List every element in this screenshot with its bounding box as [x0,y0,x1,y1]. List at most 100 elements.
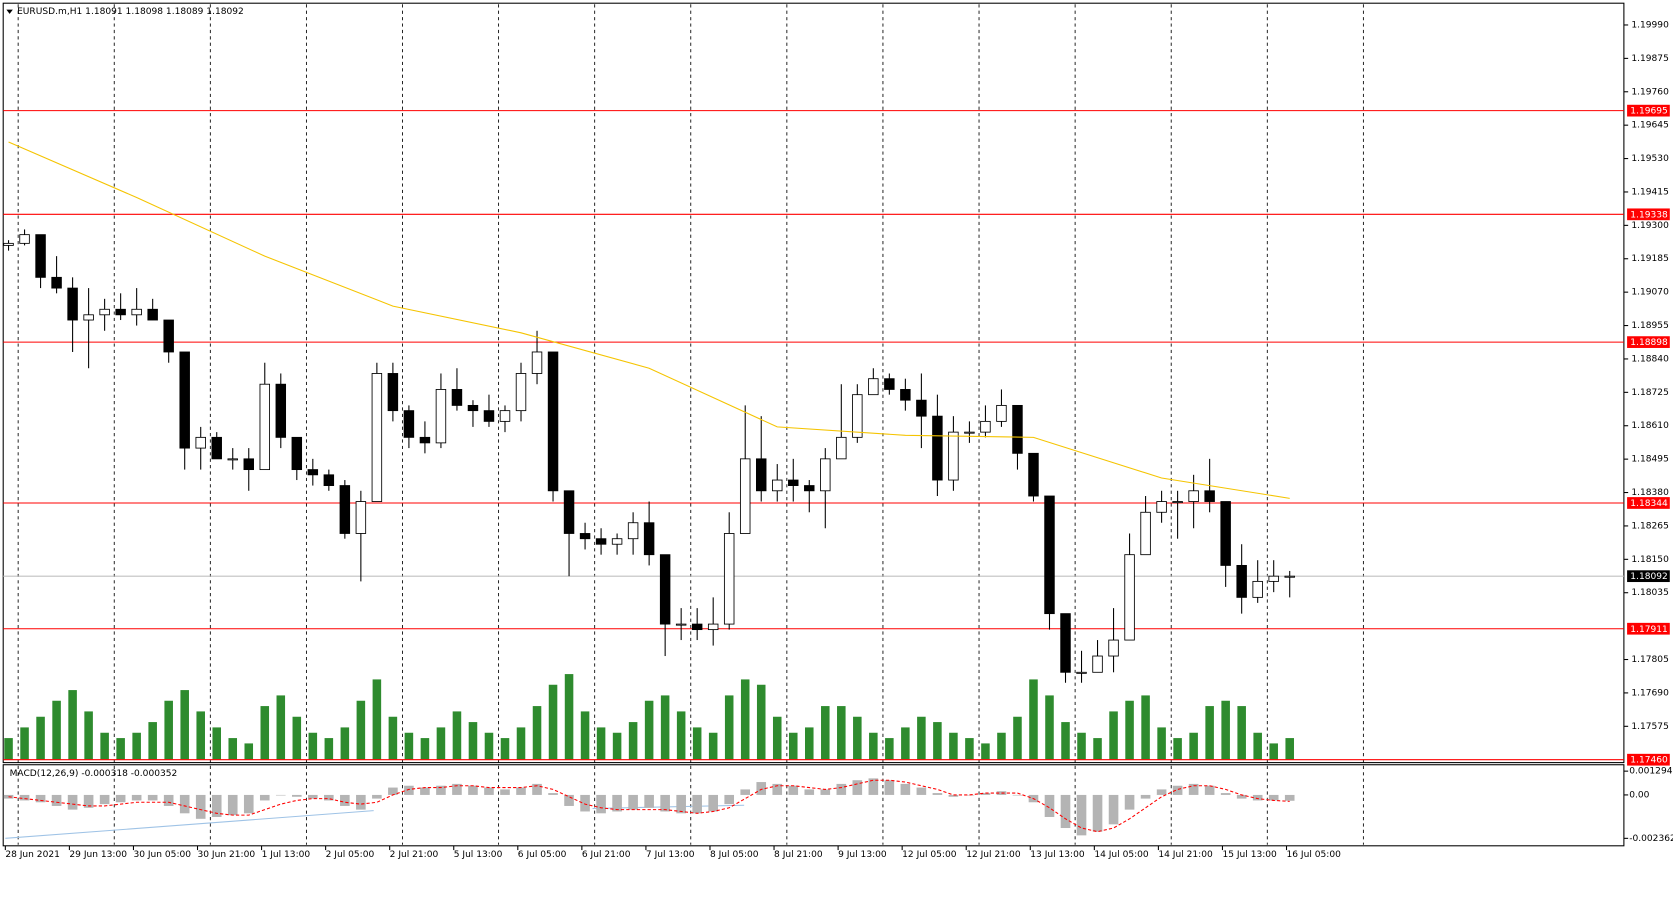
candle-body [339,485,351,534]
volume-bar [596,727,606,760]
macd-bar [468,785,478,795]
volume-bar [1061,722,1070,760]
macd-bar [852,780,863,795]
macd-bar [1252,794,1263,801]
macd-bar [420,787,430,795]
candle-body [1108,639,1119,657]
candle-body [1092,655,1103,673]
volume-bar [949,732,958,760]
volume-bar [837,706,846,760]
y-tick-label: 1.19645 [1631,121,1669,131]
volume-bar [36,716,45,760]
x-tick-label: 16 Jul 05:00 [1287,850,1342,860]
candle-body [996,404,1007,422]
macd-bar [195,794,206,819]
macd-bar [1204,785,1215,795]
volume-bar [1125,700,1134,760]
volume-bar [20,727,29,760]
volume-bar [324,738,334,760]
volume-bar [676,711,686,760]
level-label: 1.18344 [1630,499,1668,509]
y-tick-label: 1.18495 [1631,455,1669,465]
candle-body [211,436,222,460]
macd-bar [1140,794,1151,799]
candle-body [131,308,142,316]
x-tick-label: 8 Jul 21:00 [774,850,823,860]
candle-body [884,378,895,390]
volume-bar [68,690,77,760]
volume-bar [917,716,926,760]
macd-bar [724,794,735,805]
candle-body [627,522,639,540]
macd-bar [1012,794,1023,796]
y-tick-label: 0.00 [1629,790,1649,800]
candle-body [51,276,62,289]
volume-bar [724,695,734,760]
candle-body [227,458,238,461]
macd-bar [740,789,751,795]
macd-bar [131,794,142,801]
volume-bar [404,732,414,760]
macd-bar [83,794,94,808]
macd-bar [19,794,30,801]
menu-arrow[interactable] [6,9,13,14]
candle-body [275,383,287,438]
volume-bar [436,727,446,760]
candle-body [419,436,431,444]
macd-bar [452,783,462,795]
volume-bar [116,738,125,760]
volume-bar [853,716,862,760]
macd-bar [308,794,318,799]
volume-bar [1013,716,1022,760]
volume-bar [100,732,109,760]
level-label-bg [1627,336,1670,348]
volume-bar [965,738,974,760]
volume-bar [132,732,141,760]
candle-body [739,458,751,534]
macd-bar [404,785,414,795]
level-label: 1.17911 [1630,625,1668,635]
candle-body [1220,501,1231,566]
volume-bar [708,732,718,760]
volume-bar [52,700,61,760]
candle-body [291,436,303,471]
chart-title: EURUSD.m,H1 1.18091 1.18098 1.18089 1.18… [17,7,244,17]
volume-bar [1093,738,1102,760]
macd-bar [820,789,831,795]
candle-body [179,351,190,449]
macd-bar [211,794,222,817]
volume-bar [372,679,382,760]
macd-bar [1236,794,1247,799]
candle-body [900,389,911,401]
candle-body [1012,404,1023,454]
volume-bar [212,727,222,760]
volume-bar [1253,732,1262,760]
macd-bar [548,793,558,795]
macd-bar [532,783,542,795]
macd-bar [1268,794,1279,801]
level-label-bg [1627,208,1670,221]
y-tick-label: 1.19185 [1631,254,1669,264]
candle-body [659,554,671,625]
x-tick-label: 7 Jul 13:00 [646,850,695,860]
candle-body [595,538,607,545]
volume-bar [1045,695,1054,760]
macd-bar [67,794,78,810]
macd-bar [580,794,590,812]
candle-body [19,234,30,244]
volume-bar [244,743,254,760]
candle-body [916,399,927,417]
volume-bar [420,738,430,760]
x-tick-label: 6 Jul 05:00 [518,850,567,860]
macd-bar [147,794,158,801]
candle-body [675,623,687,626]
candle-body [243,458,254,471]
volume-bar [821,706,830,760]
volume-bar [164,700,173,760]
volume-bar [692,727,702,760]
main-frame [2,2,1625,764]
candle-body [611,538,623,545]
candle-body [563,490,575,534]
candle-body [83,314,94,321]
volume-bar [788,732,798,760]
